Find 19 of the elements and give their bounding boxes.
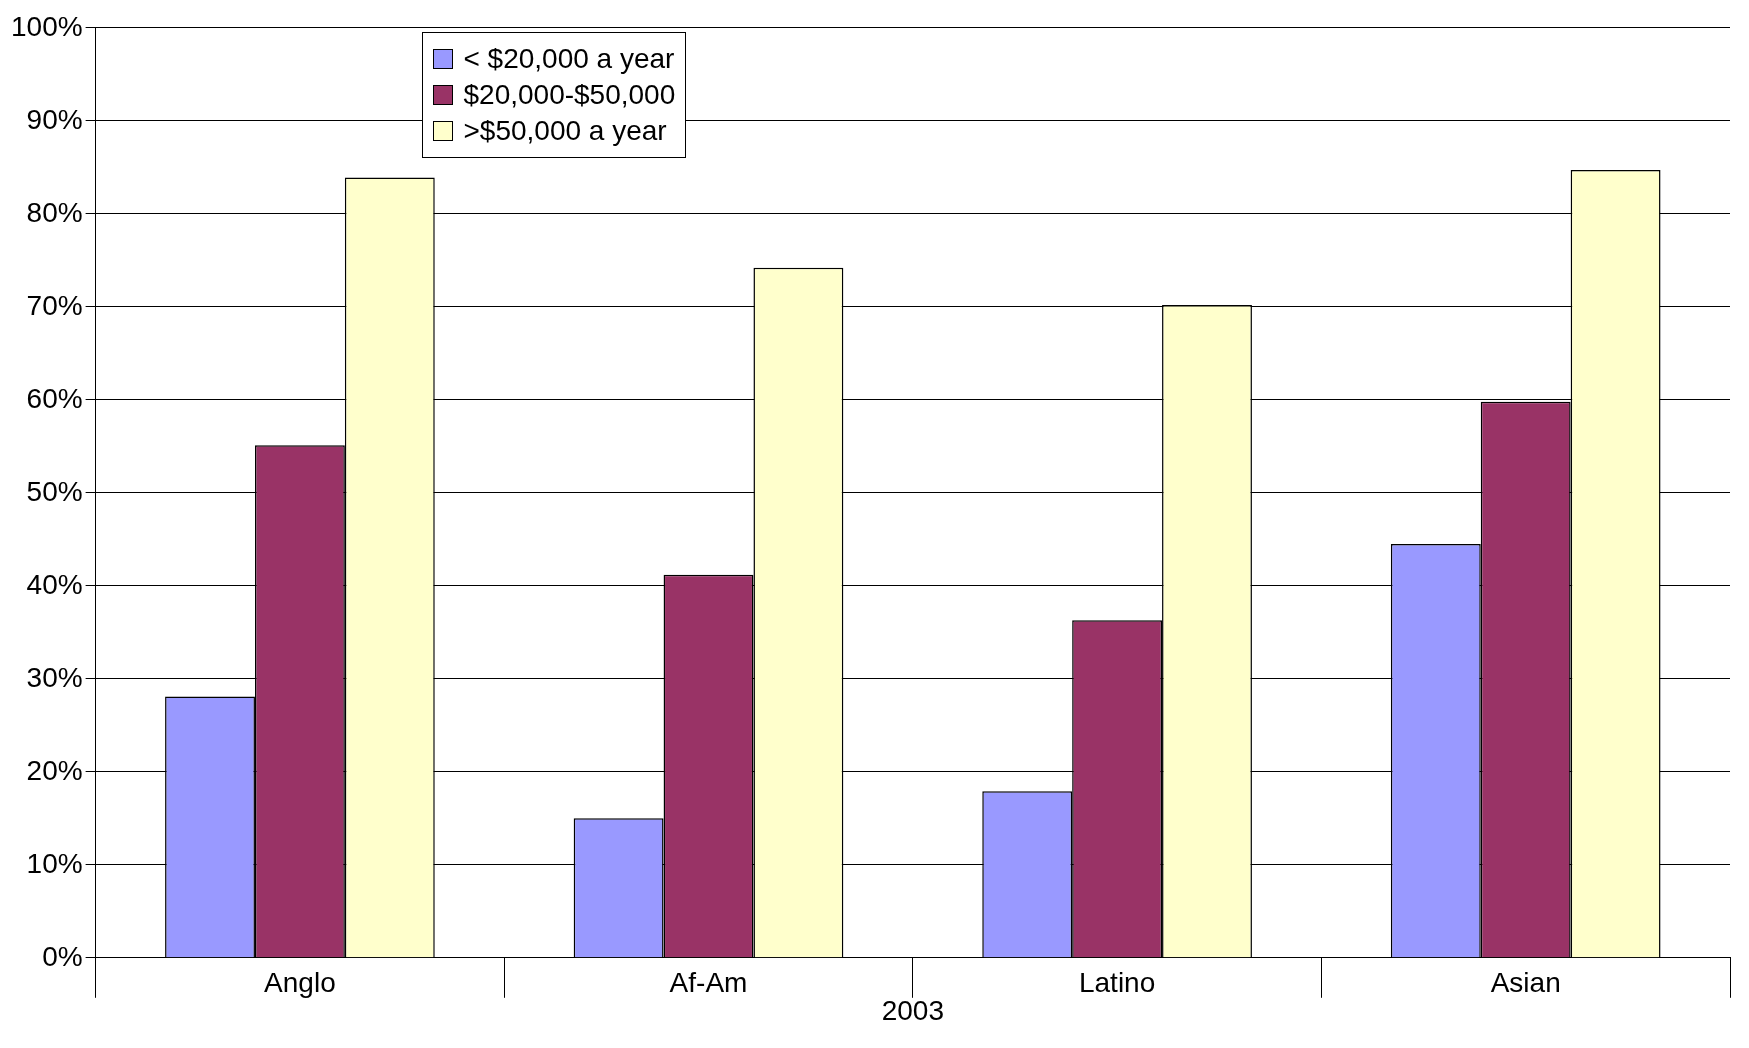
y-tick-label: 30% [26,661,83,693]
legend-label: >$50,000 a year [463,114,667,147]
x-tick-label: Af-Am [669,967,748,999]
x-tick-label: Latino [1078,967,1156,999]
y-tick-label: 60% [26,382,83,414]
y-tick-label: 90% [26,103,83,135]
y-tick-label: 40% [26,568,83,600]
y-tick-label: 80% [26,196,83,228]
x-axis-title: 2003 [881,994,944,1026]
x-tick-label: Asian [1490,967,1561,999]
legend-label: < $20,000 a year [463,42,675,75]
x-tick-label: Anglo [264,967,336,999]
y-tick-label: 0% [42,940,83,972]
y-tick-label: 70% [26,289,83,321]
y-tick-label: 10% [26,847,83,879]
y-tick-label: 100% [10,10,83,42]
legend-label: $20,000-$50,000 [463,78,676,111]
y-tick-label: 50% [26,475,83,507]
y-tick-label: 20% [26,754,83,786]
